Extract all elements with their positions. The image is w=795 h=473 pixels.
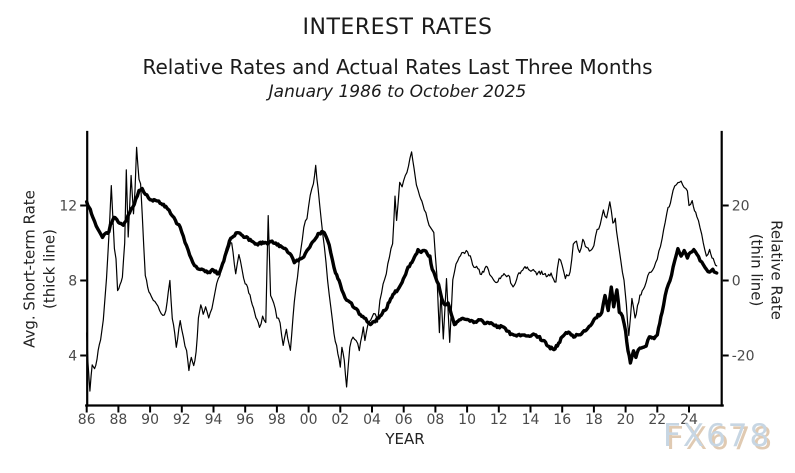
x-tick-label: 08 bbox=[426, 412, 444, 428]
right-y-tick-label: 20 bbox=[732, 199, 750, 215]
page-title: INTEREST RATES bbox=[302, 15, 493, 40]
x-tick-label: 92 bbox=[173, 412, 191, 428]
x-tick-label: 24 bbox=[680, 412, 698, 428]
left-axis-title-line1: Avg. Short-term Rate bbox=[20, 190, 39, 348]
x-tick-label: 90 bbox=[141, 412, 159, 428]
x-tick-label: 94 bbox=[205, 412, 223, 428]
chart-subtitle: Relative Rates and Actual Rates Last Thr… bbox=[142, 55, 653, 79]
x-tick-label: 10 bbox=[458, 412, 476, 428]
right-y-tick-label: 0 bbox=[732, 274, 741, 290]
left-axis-title-line2: (thick line) bbox=[40, 228, 58, 310]
x-tick-label: 96 bbox=[236, 412, 254, 428]
right-axis-title: Relative Rate (thin line) bbox=[747, 220, 786, 320]
right-axis-title-line1: Relative Rate bbox=[767, 220, 786, 320]
x-tick-label: 16 bbox=[553, 412, 571, 428]
x-tick-label: 00 bbox=[300, 412, 318, 428]
x-tick-label: 12 bbox=[490, 412, 508, 428]
axes bbox=[85, 130, 724, 407]
left-axis-title: Avg. Short-term Rate (thick line) bbox=[21, 190, 60, 348]
x-tick-label: 18 bbox=[585, 412, 603, 428]
chart-period: January 1986 to October 2025 bbox=[268, 82, 527, 102]
right-y-tick-label: -20 bbox=[732, 349, 755, 365]
x-tick-label: 88 bbox=[109, 412, 127, 428]
x-tick-label: 02 bbox=[331, 412, 349, 428]
x-tick-label: 04 bbox=[363, 412, 381, 428]
x-tick-label: 22 bbox=[648, 412, 666, 428]
right-axis-title-line2: (thin line) bbox=[748, 233, 766, 307]
x-tick-label: 86 bbox=[78, 412, 96, 428]
tick-marks bbox=[80, 204, 729, 413]
tick-labels: 86 88 90 92 94 96 98 00 02 04 06 08 10 12 14 16 18 20 22 24… bbox=[59, 199, 754, 429]
short-term-rate-line bbox=[84, 186, 719, 365]
left-y-tick-label: 12 bbox=[59, 199, 77, 215]
x-tick-label: 98 bbox=[268, 412, 286, 428]
left-y-tick-label: 4 bbox=[68, 349, 77, 365]
x-tick-label: 06 bbox=[395, 412, 413, 428]
x-axis-title: YEAR bbox=[385, 430, 425, 448]
watermark: FX678 bbox=[663, 418, 772, 454]
left-y-tick-label: 8 bbox=[68, 274, 77, 290]
x-tick-label: 20 bbox=[617, 412, 635, 428]
relative-rate-line bbox=[86, 146, 718, 392]
x-tick-label: 14 bbox=[522, 412, 540, 428]
